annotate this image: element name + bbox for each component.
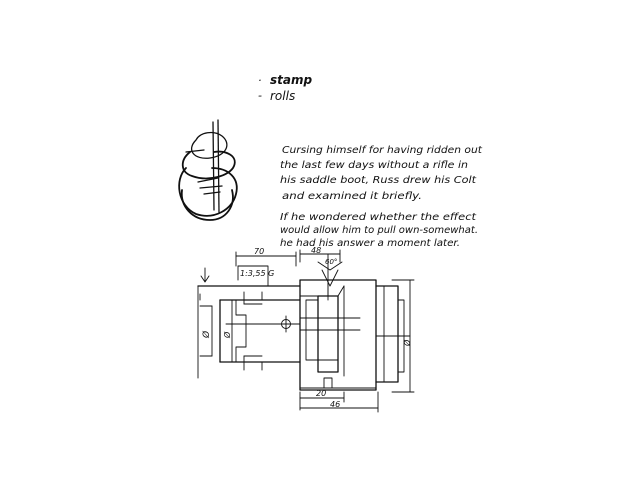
paragraph-2-line-3: he had his answer a moment later.: [280, 238, 460, 249]
note-item-rolls: rolls: [270, 89, 295, 103]
notes-list: · stamp - rolls: [258, 73, 312, 103]
knot-sketch: [178, 119, 238, 221]
dim-thread: 1:3,55 G: [240, 269, 274, 278]
paragraph-1: Cursing himself for having ridden out th…: [280, 145, 483, 202]
note-bullet-2: -: [258, 89, 262, 102]
paragraph-1-line-2: the last few days without a rifle in: [280, 160, 468, 171]
paragraph-2: If he wondered whether the effect would …: [280, 212, 478, 249]
paragraph-2-line-2: would allow him to pull own-somewhat.: [280, 225, 478, 236]
dim-top-mid: 48: [311, 246, 321, 255]
dim-right-dia: Ø: [402, 339, 412, 347]
paragraph-1-line-3: his saddle boot, Russ drew his Colt: [280, 175, 477, 186]
paragraph-1-line-4: and examined it briefly.: [282, 191, 422, 202]
dim-angle: 60°: [325, 258, 337, 266]
paragraph-2-line-1: If he wondered whether the effect: [280, 212, 477, 223]
dim-bottom-inner: 20: [316, 389, 326, 398]
technical-drawing: 70 48 1:3,55 G 60° Ø Ø Ø 20 46: [197, 246, 415, 413]
note-item-stamp: stamp: [270, 73, 312, 87]
paragraph-1-line-1: Cursing himself for having ridden out: [282, 145, 483, 156]
dim-bottom-outer: 46: [330, 400, 340, 409]
dim-left-dia: Ø: [201, 330, 212, 339]
note-bullet-1: ·: [258, 74, 262, 87]
dim-top-left: 70: [254, 247, 264, 256]
dim-inner-dia: Ø: [222, 331, 232, 339]
